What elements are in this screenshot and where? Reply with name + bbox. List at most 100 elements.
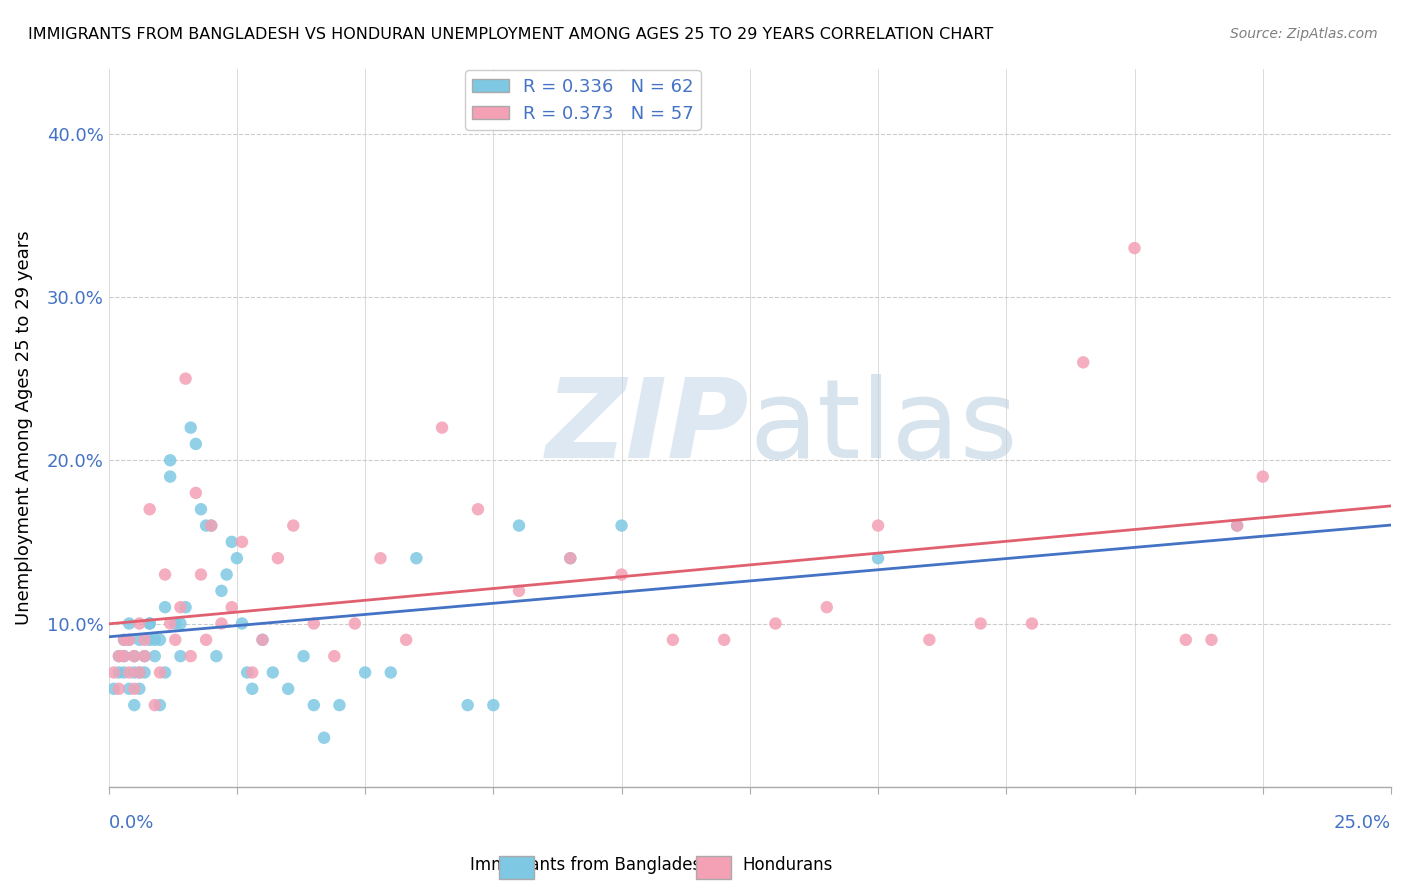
Point [128, 616, 150, 631]
Point [112, 649, 135, 664]
Point [211, 583, 233, 598]
Point [508, 518, 530, 533]
Point [138, 632, 160, 647]
Point [108, 649, 131, 664]
Point [174, 600, 197, 615]
Point [560, 551, 582, 566]
Point [610, 518, 633, 533]
Text: 25.0%: 25.0% [1334, 814, 1391, 832]
Point [195, 632, 218, 647]
Point [868, 551, 890, 566]
Point [240, 665, 263, 680]
Point [159, 616, 181, 631]
Point [153, 665, 176, 680]
Point [221, 534, 243, 549]
Point [1201, 632, 1223, 647]
Point [134, 649, 156, 664]
Point [343, 616, 366, 631]
Point [713, 632, 735, 647]
Point [122, 681, 145, 696]
Point [143, 698, 166, 712]
Text: Hondurans: Hondurans [742, 856, 832, 874]
Point [190, 502, 212, 516]
Point [205, 649, 228, 664]
Point [103, 665, 125, 680]
Point [153, 600, 176, 615]
Point [1226, 518, 1249, 533]
Point [1251, 469, 1274, 483]
Text: atlas: atlas [749, 374, 1018, 481]
Point [122, 698, 145, 712]
Point [118, 665, 141, 680]
Point [180, 420, 202, 434]
Point [312, 731, 335, 745]
Point [149, 665, 172, 680]
Point [467, 502, 489, 516]
Point [918, 632, 941, 647]
Point [1226, 518, 1249, 533]
Point [430, 420, 453, 434]
Point [112, 632, 135, 647]
Point [112, 665, 135, 680]
Point [323, 649, 346, 664]
Point [118, 616, 141, 631]
Point [1071, 355, 1094, 369]
Point [122, 649, 145, 664]
Point [149, 698, 172, 712]
Point [149, 632, 172, 647]
Point [1021, 616, 1043, 631]
Point [174, 372, 197, 386]
Point [122, 665, 145, 680]
Point [112, 632, 135, 647]
Point [159, 469, 181, 483]
Point [200, 518, 222, 533]
Point [138, 616, 160, 631]
Point [231, 616, 253, 631]
Point [1174, 632, 1197, 647]
Point [143, 649, 166, 664]
Point [215, 567, 238, 582]
Point [221, 600, 243, 615]
Point [560, 551, 582, 566]
Point [128, 665, 150, 680]
Point [169, 649, 191, 664]
Point [118, 681, 141, 696]
Point [277, 681, 299, 696]
Point [180, 649, 202, 664]
Point [236, 665, 259, 680]
Point [292, 649, 315, 664]
Point [138, 616, 160, 631]
Point [138, 502, 160, 516]
Text: Immigrants from Bangladesh: Immigrants from Bangladesh [470, 856, 711, 874]
Point [118, 632, 141, 647]
Y-axis label: Unemployment Among Ages 25 to 29 years: Unemployment Among Ages 25 to 29 years [15, 230, 32, 625]
Point [118, 632, 141, 647]
Point [815, 600, 838, 615]
Point [103, 681, 125, 696]
Point [969, 616, 991, 631]
Point [231, 534, 253, 549]
Text: Source: ZipAtlas.com: Source: ZipAtlas.com [1230, 27, 1378, 41]
Point [765, 616, 787, 631]
Point [195, 518, 218, 533]
Point [143, 632, 166, 647]
Legend: R = 0.336   N = 62, R = 0.373   N = 57: R = 0.336 N = 62, R = 0.373 N = 57 [465, 70, 702, 130]
Point [302, 616, 325, 631]
Point [153, 567, 176, 582]
Text: IMMIGRANTS FROM BANGLADESH VS HONDURAN UNEMPLOYMENT AMONG AGES 25 TO 29 YEARS CO: IMMIGRANTS FROM BANGLADESH VS HONDURAN U… [28, 27, 994, 42]
Point [1123, 241, 1146, 255]
Point [302, 698, 325, 712]
Point [122, 649, 145, 664]
Point [108, 665, 131, 680]
Point [267, 551, 290, 566]
Point [128, 632, 150, 647]
Point [328, 698, 350, 712]
Point [128, 665, 150, 680]
Point [108, 649, 131, 664]
Point [262, 665, 284, 680]
Point [128, 681, 150, 696]
Point [159, 453, 181, 467]
Point [610, 567, 633, 582]
Point [165, 616, 187, 631]
Point [395, 632, 418, 647]
